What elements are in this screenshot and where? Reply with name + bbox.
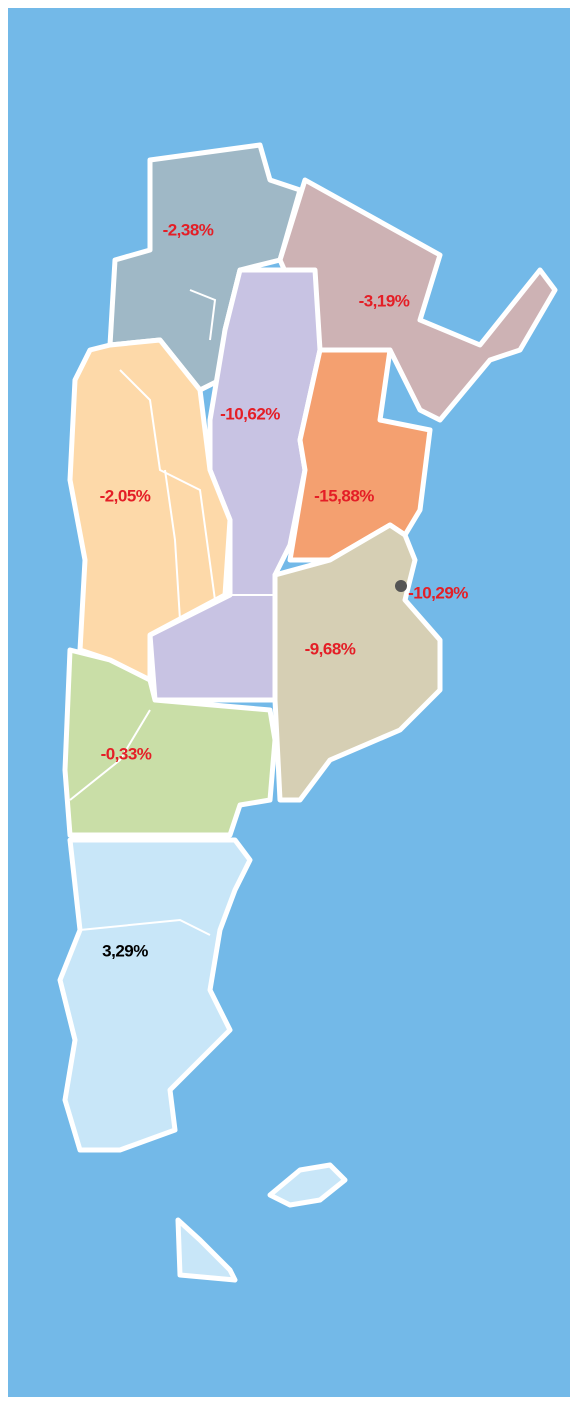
province-border: [69, 709, 151, 801]
region-label: -2,05%: [100, 486, 151, 505]
region-label: -10,29%: [408, 583, 468, 602]
province-border: [79, 918, 211, 936]
malvinas: [267, 1162, 348, 1208]
region-label: -0,33%: [101, 744, 152, 763]
province-border: [164, 469, 181, 621]
province-border: [189, 289, 217, 341]
region-cuyo: [67, 337, 233, 683]
region-label: -10,62%: [220, 404, 280, 423]
region-label: -2,38%: [163, 220, 214, 239]
region-label: 3,29%: [102, 941, 148, 960]
province-border: [119, 369, 216, 601]
region-patagonia-sur: [57, 837, 253, 1153]
region-label: -3,19%: [359, 291, 410, 310]
caba: [395, 580, 407, 592]
region-buenos-aires: [272, 522, 443, 803]
tierra-del-fuego: [175, 1217, 238, 1283]
region-label: -15,88%: [314, 486, 374, 505]
region-label: -9,68%: [305, 639, 356, 658]
region-patagonia-norte: [62, 647, 278, 838]
